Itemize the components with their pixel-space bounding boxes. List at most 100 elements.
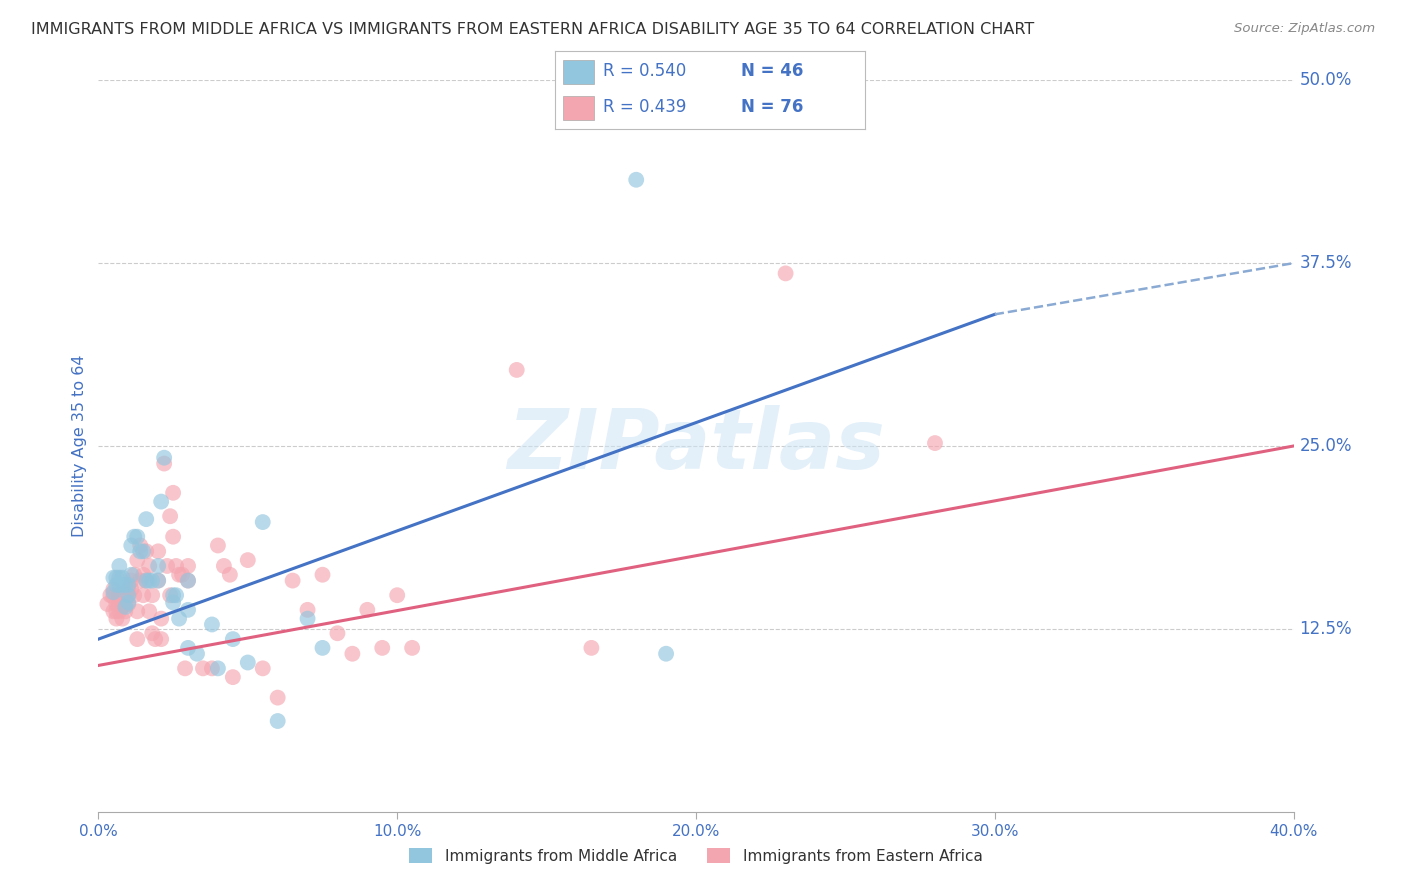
Text: 12.5%: 12.5%	[1299, 620, 1353, 638]
Point	[98, 588, 122, 602]
Point	[103, 582, 125, 597]
Point	[141, 626, 163, 640]
Point	[267, 690, 290, 705]
Point	[120, 582, 142, 597]
Point	[108, 558, 131, 573]
Point	[385, 588, 409, 602]
Point	[143, 632, 166, 646]
Point	[132, 544, 155, 558]
Point	[148, 544, 170, 558]
Point	[162, 485, 184, 500]
Point	[150, 494, 173, 508]
Text: Source: ZipAtlas.com: Source: ZipAtlas.com	[1234, 22, 1375, 36]
Point	[219, 567, 242, 582]
Point	[150, 612, 173, 626]
Point	[201, 617, 224, 632]
Point	[356, 603, 378, 617]
Point	[111, 578, 134, 592]
Point	[132, 588, 155, 602]
Text: 37.5%: 37.5%	[1299, 254, 1353, 272]
Point	[129, 539, 152, 553]
Point	[311, 567, 333, 582]
Point	[212, 558, 235, 573]
Text: 25.0%: 25.0%	[1299, 437, 1353, 455]
Point	[129, 574, 152, 588]
Point	[127, 530, 149, 544]
Point	[186, 647, 208, 661]
Text: N = 46: N = 46	[741, 62, 803, 80]
Point	[401, 640, 423, 655]
Text: R = 0.439: R = 0.439	[603, 98, 686, 116]
Point	[108, 604, 131, 618]
Point	[127, 632, 149, 646]
Point	[297, 612, 319, 626]
Point	[167, 612, 190, 626]
Y-axis label: Disability Age 35 to 64: Disability Age 35 to 64	[72, 355, 87, 537]
Point	[114, 597, 136, 611]
Point	[201, 661, 224, 675]
Point	[156, 558, 179, 573]
Point	[177, 558, 200, 573]
Point	[120, 539, 142, 553]
Point	[153, 450, 176, 465]
Point	[177, 574, 200, 588]
Point	[236, 553, 259, 567]
Point	[103, 604, 125, 618]
Point	[172, 567, 194, 582]
Point	[581, 640, 603, 655]
Point	[177, 603, 200, 617]
Point	[111, 597, 134, 611]
Point	[111, 571, 134, 585]
Point	[117, 578, 139, 592]
Point	[326, 626, 349, 640]
Point	[105, 597, 128, 611]
Point	[117, 597, 139, 611]
Point	[342, 647, 364, 661]
Point	[127, 604, 149, 618]
Point	[129, 544, 152, 558]
Point	[114, 578, 136, 592]
Point	[655, 647, 678, 661]
Point	[132, 567, 155, 582]
Point	[135, 574, 157, 588]
Point	[124, 530, 146, 544]
Point	[108, 571, 131, 585]
Point	[96, 597, 118, 611]
Point	[103, 590, 125, 604]
Point	[297, 603, 319, 617]
Point	[111, 599, 134, 614]
Point	[167, 567, 190, 582]
Point	[141, 588, 163, 602]
Bar	[562, 96, 593, 120]
Point	[162, 588, 184, 602]
Point	[114, 604, 136, 618]
Point	[103, 585, 125, 599]
Point	[775, 266, 797, 280]
Point	[117, 588, 139, 602]
Point	[252, 515, 274, 529]
Point	[135, 512, 157, 526]
Point	[105, 571, 128, 585]
Point	[165, 558, 187, 573]
Text: 50.0%: 50.0%	[1299, 71, 1353, 89]
Point	[624, 173, 647, 187]
Point	[174, 661, 197, 675]
Point	[177, 640, 200, 655]
Point	[117, 595, 139, 609]
Point	[159, 509, 181, 524]
Point	[111, 612, 134, 626]
Point	[120, 567, 142, 582]
Point	[105, 612, 128, 626]
Point	[138, 574, 160, 588]
Point	[281, 574, 304, 588]
Point	[222, 670, 245, 684]
Point	[120, 574, 142, 588]
Point	[114, 588, 136, 602]
Point	[252, 661, 274, 675]
Point	[127, 553, 149, 567]
Point	[117, 582, 139, 597]
Point	[105, 578, 128, 592]
Point	[506, 363, 529, 377]
Point	[138, 558, 160, 573]
Point	[162, 530, 184, 544]
